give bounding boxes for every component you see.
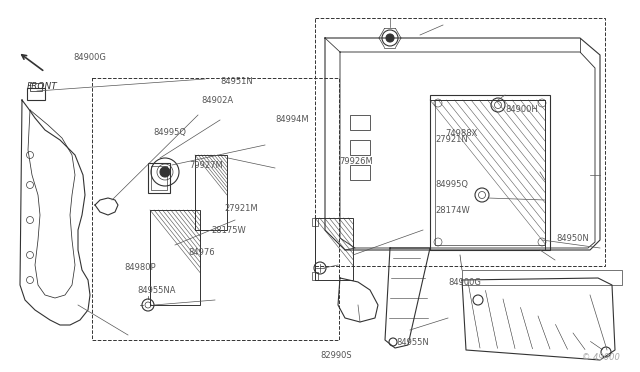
Text: 84951N: 84951N (221, 77, 253, 86)
Bar (151, 166, 167, 190)
Text: 82990S: 82990S (320, 351, 351, 360)
Text: © 49000: © 49000 (582, 353, 620, 362)
Bar (315, 218, 353, 280)
Text: 84955NA: 84955NA (138, 286, 176, 295)
Text: 79927M: 79927M (189, 161, 223, 170)
Bar (150, 210, 200, 305)
Text: 28174W: 28174W (435, 206, 470, 215)
Text: 84995Q: 84995Q (435, 180, 468, 189)
Text: 84994M: 84994M (275, 115, 309, 124)
Bar (315, 18, 605, 266)
Text: 84976: 84976 (189, 248, 216, 257)
Text: 84995Q: 84995Q (154, 128, 187, 137)
Bar (30, 83, 42, 91)
Text: 84900H: 84900H (506, 105, 538, 114)
Bar (27, 88, 45, 100)
Bar (350, 115, 370, 130)
Bar (350, 140, 370, 155)
Text: 27921M: 27921M (224, 204, 258, 213)
Text: 79926M: 79926M (339, 157, 373, 166)
Circle shape (160, 167, 170, 177)
Text: 84950N: 84950N (557, 234, 589, 243)
Bar (312, 218, 318, 226)
Bar (430, 95, 550, 250)
Bar (462, 270, 622, 285)
Text: 28175W: 28175W (211, 226, 246, 235)
Text: 84955N: 84955N (397, 338, 429, 347)
Bar (430, 100, 545, 250)
Bar (350, 165, 370, 180)
Circle shape (386, 34, 394, 42)
Bar (435, 100, 545, 245)
Bar (195, 155, 227, 230)
Bar (148, 163, 170, 193)
Text: 84902A: 84902A (202, 96, 234, 105)
Text: 84980P: 84980P (125, 263, 156, 272)
Bar (312, 272, 318, 280)
Text: 84900G: 84900G (448, 278, 481, 287)
Text: 74988X: 74988X (445, 129, 477, 138)
Text: 27921N: 27921N (435, 135, 468, 144)
Text: 84900G: 84900G (74, 53, 106, 62)
Text: FRONT: FRONT (27, 82, 58, 91)
Bar (92, 78, 339, 340)
